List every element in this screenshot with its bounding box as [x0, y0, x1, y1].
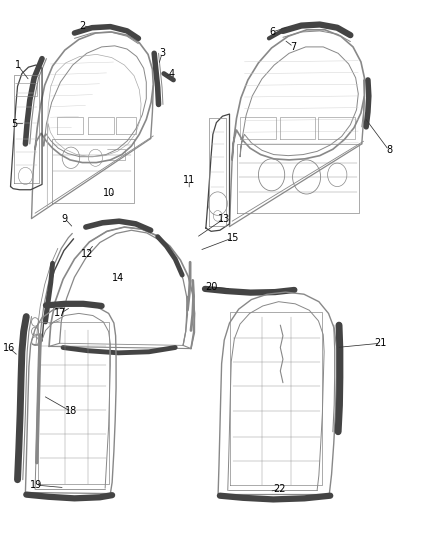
Text: 14: 14 [112, 273, 124, 283]
Text: 22: 22 [273, 484, 286, 494]
Text: 2: 2 [79, 21, 85, 30]
Text: 15: 15 [227, 233, 239, 243]
Text: 18: 18 [65, 407, 77, 416]
Text: 19: 19 [30, 480, 42, 490]
Text: 3: 3 [159, 49, 165, 58]
Text: 11: 11 [183, 175, 195, 185]
Text: 17: 17 [54, 309, 67, 318]
Text: 10: 10 [102, 188, 115, 198]
Text: 12: 12 [81, 249, 93, 259]
Text: 13: 13 [218, 214, 230, 223]
Text: 8: 8 [386, 146, 392, 155]
Text: 7: 7 [290, 42, 297, 52]
Text: 5: 5 [11, 119, 17, 128]
Text: 20: 20 [205, 282, 217, 292]
Text: 4: 4 [169, 69, 175, 78]
Text: 9: 9 [62, 214, 68, 223]
Text: 6: 6 [269, 27, 276, 37]
Text: 21: 21 [374, 338, 386, 348]
Text: 16: 16 [3, 343, 15, 352]
Text: 1: 1 [14, 60, 21, 70]
